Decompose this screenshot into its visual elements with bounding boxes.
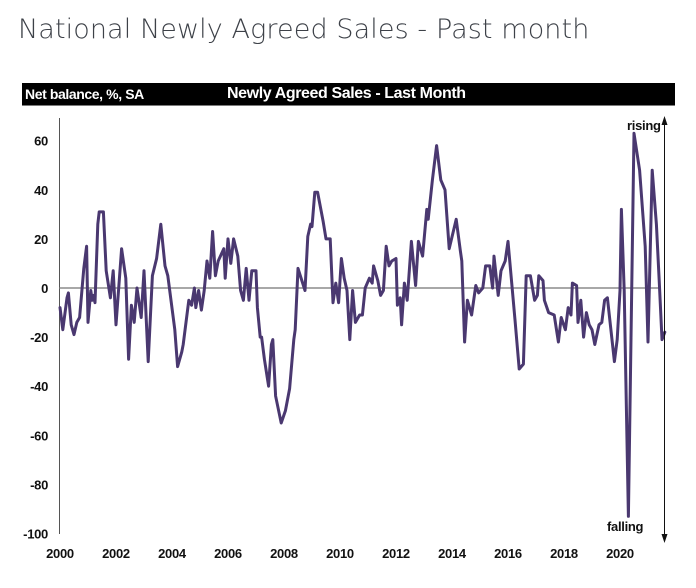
x-tick-label: 2020: [606, 546, 634, 561]
annotation-rising: rising: [627, 118, 661, 133]
y-tick-label: -100: [23, 527, 48, 542]
y-tick-label: 40: [34, 183, 48, 198]
y-tick-label: 20: [34, 232, 48, 247]
page-title: National Newly Agreed Sales - Past month: [18, 14, 590, 45]
y-tick-label: 0: [41, 281, 48, 296]
chart-header-band: Net balance, %, SA Newly Agreed Sales - …: [22, 83, 675, 106]
y-axis-ticks: 60 40 20 0 -20 -40 -60 -80 -100: [23, 134, 48, 542]
arrow-down-icon: [661, 534, 668, 543]
y-axis-unit-label: Net balance, %, SA: [25, 86, 144, 102]
x-tick-label: 2000: [46, 546, 74, 561]
direction-arrow: [661, 116, 668, 543]
y-tick-label: -40: [30, 379, 48, 394]
y-tick-label: -60: [30, 428, 48, 443]
x-axis-ticks: 2000 2002 2004 2006 2008 2010 2012 2014 2016 2018…: [46, 546, 634, 561]
y-tick-label: 60: [34, 134, 48, 149]
x-tick-label: 2016: [494, 546, 522, 561]
chart-title: Newly Agreed Sales - Last Month: [227, 85, 466, 102]
annotation-falling: falling: [607, 519, 644, 534]
x-tick-label: 2014: [438, 546, 467, 561]
x-tick-label: 2018: [550, 546, 578, 561]
x-tick-label: 2010: [326, 546, 354, 561]
x-tick-label: 2004: [158, 546, 187, 561]
y-tick-label: -80: [30, 477, 48, 492]
x-tick-label: 2002: [102, 546, 130, 561]
y-tick-label: -20: [30, 330, 48, 345]
arrow-up-icon: [661, 116, 668, 125]
x-tick-label: 2012: [382, 546, 410, 561]
series-line-newly-agreed-sales: [58, 131, 667, 518]
x-tick-label: 2008: [270, 546, 298, 561]
x-tick-label: 2006: [214, 546, 242, 561]
